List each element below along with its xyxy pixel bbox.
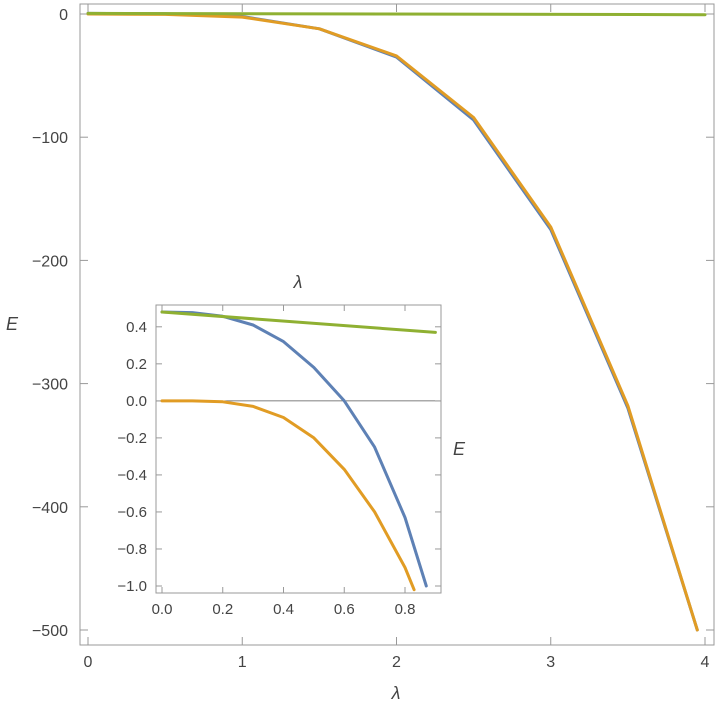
- inset-x-tick-label: 0.6: [334, 601, 355, 618]
- inset-y-axis-label: E: [453, 439, 466, 459]
- inset-y-tick-label: −0.2: [117, 430, 147, 447]
- inset-y-tick-label: −0.8: [117, 541, 147, 558]
- inset-series-line-3: [160, 310, 437, 334]
- inset-x-tick-label: 0.2: [212, 601, 233, 618]
- inset-x-tick-label: 0.8: [395, 601, 416, 618]
- inset-plot-frame: [155, 304, 442, 594]
- inset-y-tick-label: 0.2: [126, 356, 147, 373]
- inset-y-tick-label: 0.4: [126, 319, 147, 336]
- main-x-axis-label: λ: [391, 683, 401, 703]
- main-y-tick-label: −200: [32, 253, 68, 270]
- main-x-tick-label: 2: [392, 654, 401, 671]
- main-series-line-2: [86, 12, 699, 632]
- main-y-tick-label: 0: [59, 7, 68, 24]
- inset-y-tick-label: −0.6: [117, 504, 147, 521]
- inset-y-tick-label: −1.0: [117, 578, 147, 595]
- main-y-tick-label: −100: [32, 130, 68, 147]
- inset-x-axis-label: λ: [293, 272, 303, 292]
- main-x-tick-label: 1: [238, 654, 247, 671]
- main-x-tick-label: 3: [546, 654, 555, 671]
- main-x-tick-label: 4: [701, 654, 710, 671]
- main-y-tick-label: −400: [32, 500, 68, 517]
- inset-x-tick-label: 0.4: [273, 601, 294, 618]
- inset-series-line-2: [160, 399, 416, 592]
- main-y-tick-label: −300: [32, 377, 68, 394]
- main-y-axis-label: E: [6, 314, 19, 334]
- main-series-line-3: [86, 11, 707, 17]
- main-x-tick-label: 0: [84, 654, 93, 671]
- inset-series-group: [160, 310, 437, 592]
- inset-y-tick-label: −0.4: [117, 467, 147, 484]
- inset-x-tick-label: 0.0: [152, 601, 173, 618]
- inset-y-tick-label: 0.0: [126, 393, 147, 410]
- main-y-tick-label: −500: [32, 623, 68, 640]
